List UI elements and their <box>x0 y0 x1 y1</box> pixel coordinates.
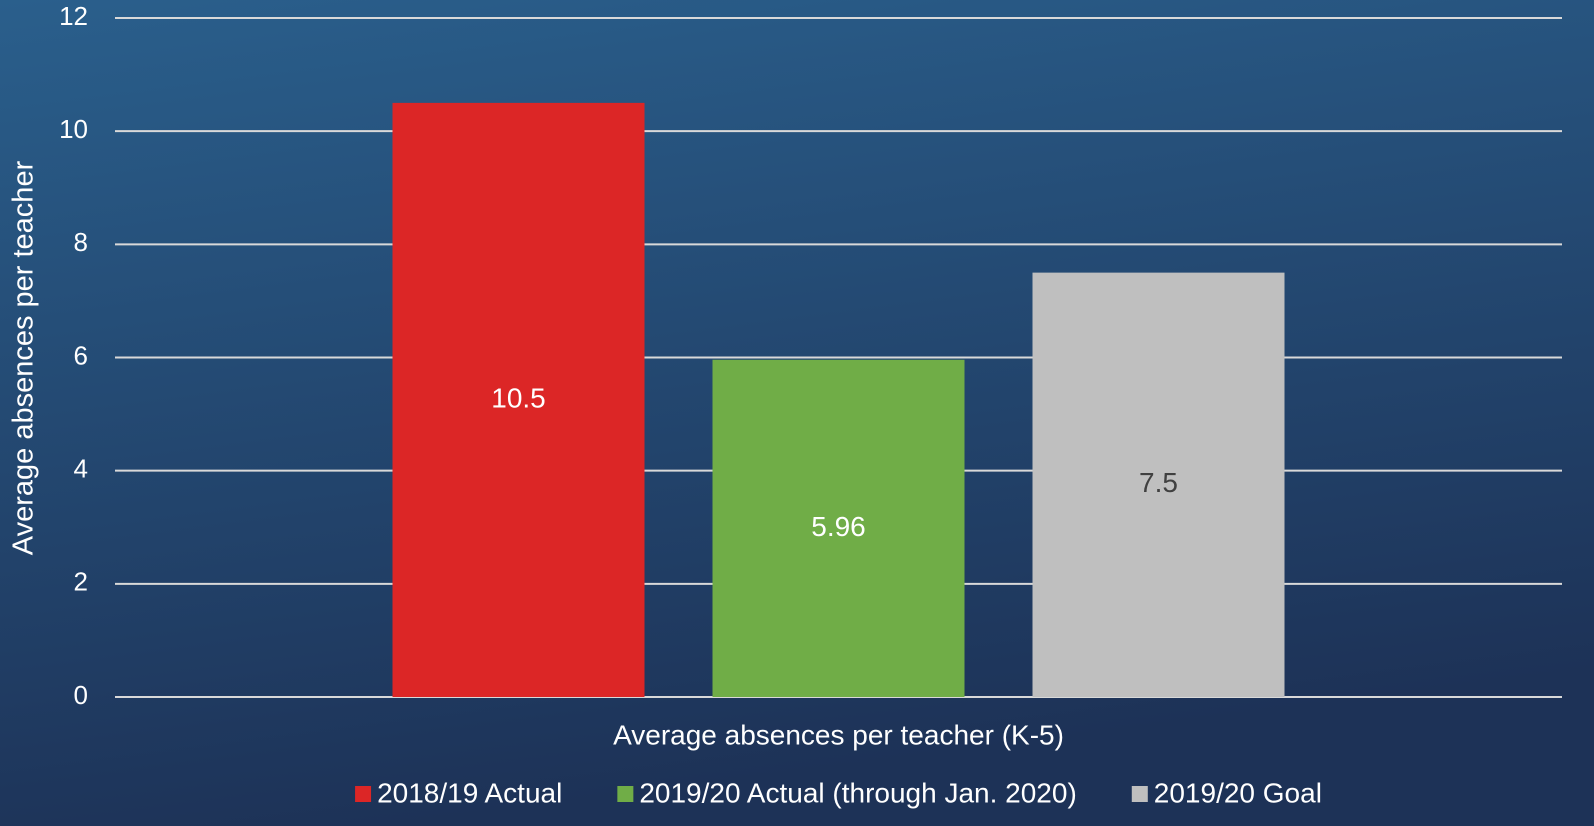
legend-swatch <box>617 786 634 802</box>
legend-label: 2019/20 Actual (through Jan. 2020) <box>639 777 1076 808</box>
data-label: 7.5 <box>1139 467 1178 498</box>
y-tick-label: 12 <box>59 1 88 31</box>
bar <box>1032 272 1285 697</box>
data-label: 10.5 <box>491 382 546 413</box>
bar <box>712 359 965 697</box>
y-tick-label: 2 <box>74 567 88 597</box>
y-tick-label: 8 <box>74 227 88 257</box>
x-tick-label: Average absences per teacher (K-5) <box>613 719 1064 750</box>
bar <box>392 102 645 697</box>
legend-swatch <box>355 786 372 802</box>
y-tick-label: 10 <box>59 114 88 144</box>
legend-label: 2019/20 Goal <box>1154 777 1322 808</box>
y-axis-title: Average absences per teacher <box>8 160 40 555</box>
data-label: 5.96 <box>811 511 866 542</box>
y-tick-label: 4 <box>74 454 88 484</box>
legend-label: 2018/19 Actual <box>377 777 562 808</box>
y-tick-label: 6 <box>74 340 88 370</box>
legend-swatch <box>1131 786 1148 802</box>
y-tick-label: 0 <box>74 680 88 710</box>
